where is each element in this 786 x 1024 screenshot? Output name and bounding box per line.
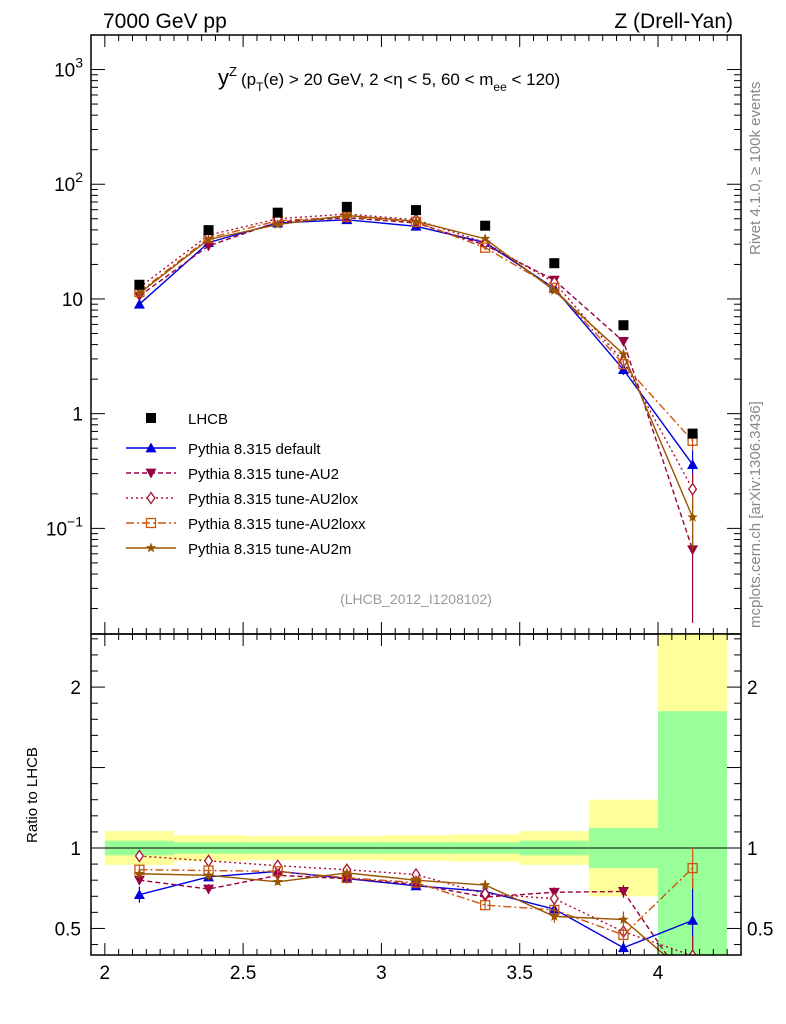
point-lhcb [134, 280, 144, 290]
point-lhcb [273, 208, 283, 218]
ratio-ylabel: Ratio to LHCB [24, 747, 41, 843]
y-tick-label-base: 10 [54, 175, 75, 196]
plot-title-msub: ee [493, 80, 507, 94]
plot-title-y: y [218, 65, 229, 90]
point-au2 [618, 337, 629, 347]
plot-title-ysup: Z [229, 64, 237, 79]
legend-entry-lhcb: LHCB [146, 411, 228, 428]
y-tick-label: 10 [62, 290, 83, 311]
legend-label-au2loxx: Pythia 8.315 tune-AU2loxx [188, 516, 366, 533]
y-tick-label: 0.5 [55, 919, 81, 940]
header-left: 7000 GeV pp [103, 10, 227, 33]
x-tick-label: 3.5 [507, 963, 533, 984]
point-lhcb [411, 205, 421, 215]
y-tick-label: 10−1 [46, 513, 83, 540]
x-tick-label: 3 [376, 963, 387, 984]
legend-marker-au2lox [147, 493, 155, 504]
point-lhcb [549, 258, 559, 268]
ratio-point-au2 [203, 885, 214, 895]
plot-title-p1: (p [241, 70, 256, 89]
ratio-point-au2m [687, 974, 697, 984]
y-tick-label: 2 [70, 678, 81, 699]
y-tick-label: 102 [54, 169, 83, 196]
legend-entry-au2: Pythia 8.315 tune-AU2 [126, 466, 339, 483]
x-tick-label: 2.5 [230, 963, 256, 984]
plot-title: yZ (pT(e) > 20 GeV, 2 <η < 5, 60 < mee < … [218, 64, 560, 94]
y-tick-label: 1 [72, 405, 83, 426]
legend-entry-default: Pythia 8.315 default [126, 441, 321, 458]
ratio-point-default [618, 942, 629, 952]
ratio-point-au2lox [550, 893, 558, 904]
y-tick-label: 103 [54, 55, 83, 82]
y-tick-label-right: 1 [747, 839, 758, 860]
legend-entry-au2m: Pythia 8.315 tune-AU2m [126, 541, 351, 558]
legend-label-au2: Pythia 8.315 tune-AU2 [188, 466, 339, 483]
chart-figure: 7000 GeV pp Z (Drell-Yan) Rivet 4.1.0, ≥… [0, 0, 786, 1024]
header-right: Z (Drell-Yan) [614, 10, 733, 33]
y-tick-label-right: 0.5 [747, 919, 773, 940]
ratio-point-au2 [687, 988, 698, 998]
legend-marker-au2m [146, 543, 156, 553]
ratio-panel: 2 2.5 3 3.5 4 0.5 0.5 1 1 2 2 [55, 35, 774, 1006]
legend-label-default: Pythia 8.315 default [188, 441, 321, 458]
point-lhcb [342, 202, 352, 212]
y-tick-label-exponent: 3 [75, 55, 83, 71]
point-default [687, 459, 698, 469]
analysis-id: (LHCB_2012_I1208102) [340, 591, 492, 607]
point-lhcb [618, 320, 628, 330]
legend-marker-lhcb [146, 413, 156, 423]
y-tick-label-base: 10 [54, 61, 75, 82]
point-au2lox [689, 484, 697, 495]
plot-title-p3: < 120) [507, 70, 560, 89]
y-tick-label: 1 [70, 839, 81, 860]
point-lhcb [204, 225, 214, 235]
rivet-label: Rivet 4.1.0, ≥ 100k events [747, 82, 764, 255]
legend-label-au2lox: Pythia 8.315 tune-AU2lox [188, 491, 359, 508]
x-tick-label: 4 [653, 963, 664, 984]
y-tick-label-exponent: −1 [67, 513, 83, 529]
y-tick-label-exponent: 2 [75, 169, 83, 185]
legend-label-au2m: Pythia 8.315 tune-AU2m [188, 541, 351, 558]
point-lhcb [480, 221, 490, 231]
legend-entry-au2lox: Pythia 8.315 tune-AU2lox [126, 491, 359, 508]
plot-title-p2: (e) > 20 GeV, 2 <η < 5, 60 < m [263, 70, 493, 89]
legend: LHCB Pythia 8.315 default Pythia 8.315 tu… [126, 411, 366, 558]
y-tick-label-base: 10 [46, 519, 67, 540]
point-lhcb [688, 429, 698, 439]
legend-entry-au2loxx: Pythia 8.315 tune-AU2loxx [126, 516, 366, 533]
ratio-frame [91, 634, 741, 955]
y-tick-label-right: 2 [747, 678, 758, 699]
x-tick-label: 2 [100, 963, 111, 984]
legend-label-lhcb: LHCB [188, 411, 228, 428]
mcplots-label: mcplots.cern.ch [arXiv:1306.3436] [747, 401, 764, 628]
